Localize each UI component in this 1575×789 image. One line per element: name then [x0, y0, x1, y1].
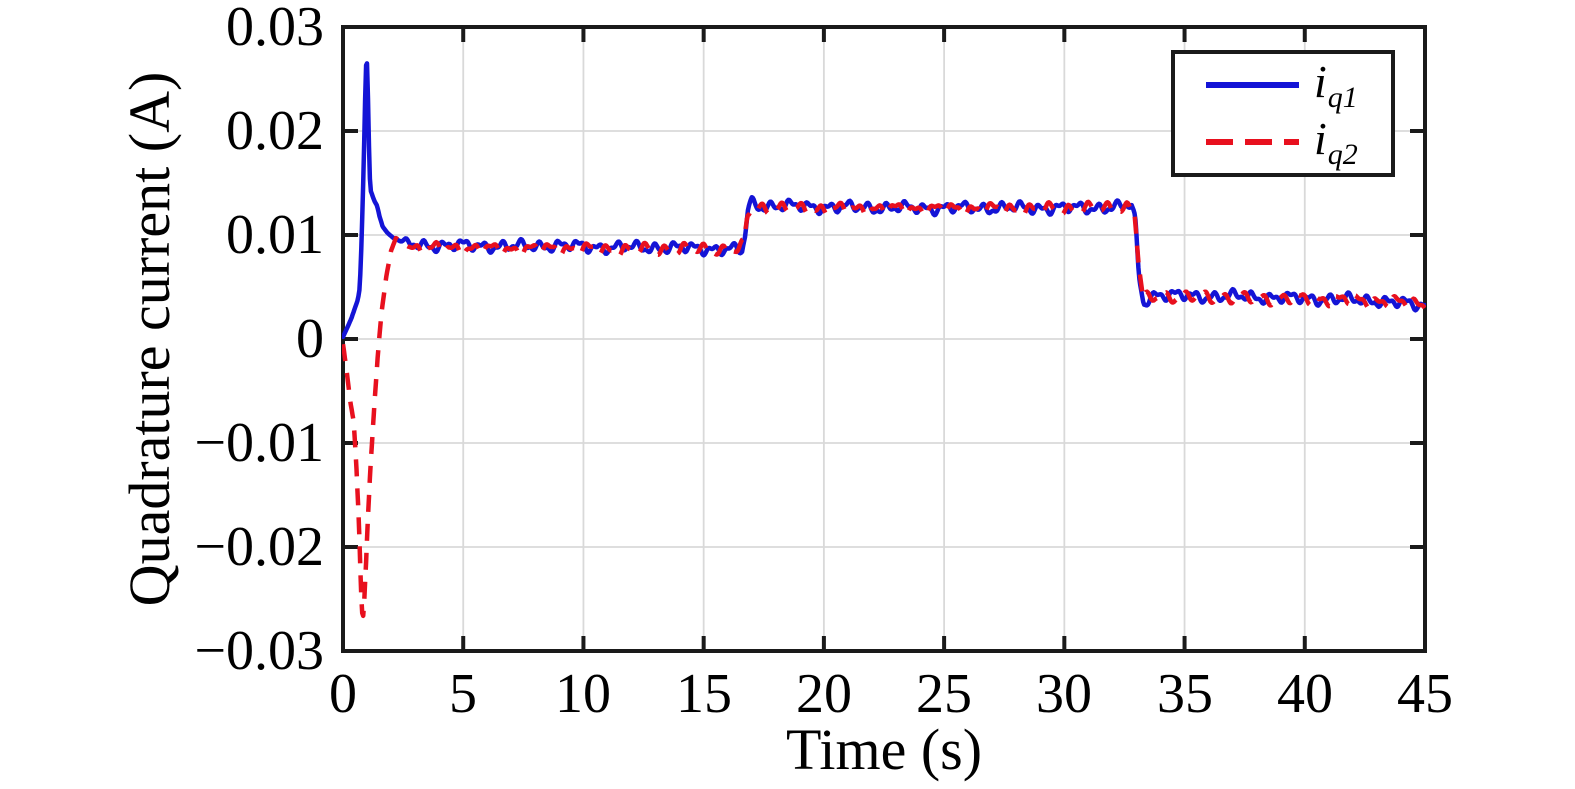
y-axis-label: Quadrature current (A): [117, 71, 182, 607]
legend-label-iq1: iq1: [1314, 56, 1358, 115]
legend-label-base: i: [1314, 56, 1327, 107]
y-tick-label: 0: [296, 308, 324, 370]
y-tick-label: −0.03: [194, 620, 324, 682]
y-tick-label: 0.03: [226, 0, 324, 58]
legend-line-sample-solid: [1206, 82, 1299, 88]
legend-entry-iq1: iq1: [1205, 56, 1391, 115]
y-tick-label: 0.02: [226, 100, 324, 162]
series-line-iq1: [342, 61, 1426, 340]
x-tick-label: 35: [1157, 663, 1213, 725]
x-tick-label: 25: [916, 663, 972, 725]
legend-entry-iq2: iq2: [1205, 113, 1391, 172]
y-tick-label: −0.01: [194, 412, 324, 474]
legend-label-subscript: q1: [1327, 81, 1358, 114]
legend-label-base: i: [1314, 113, 1327, 164]
x-tick-label: 20: [796, 663, 852, 725]
x-tick-label: 5: [449, 663, 477, 725]
x-tick-label: 30: [1036, 663, 1092, 725]
plot-area: [342, 61, 1426, 619]
legend-label-subscript: q2: [1327, 138, 1358, 171]
x-axis-label: Time (s): [785, 717, 983, 782]
x-tick-label: 0: [329, 663, 357, 725]
x-tick-label: 40: [1277, 663, 1333, 725]
x-tick-label: 45: [1397, 663, 1453, 725]
y-tick-label: −0.02: [194, 516, 324, 578]
x-tick-label: 15: [676, 663, 732, 725]
y-tick-label: 0.01: [226, 204, 324, 266]
series-line-iq2: [342, 199, 1426, 619]
legend-label-iq2: iq2: [1314, 113, 1358, 172]
legend: iq1 iq2: [1171, 50, 1395, 177]
legend-line-sample-dashed: [1206, 139, 1299, 145]
x-tick-label: 10: [555, 663, 611, 725]
